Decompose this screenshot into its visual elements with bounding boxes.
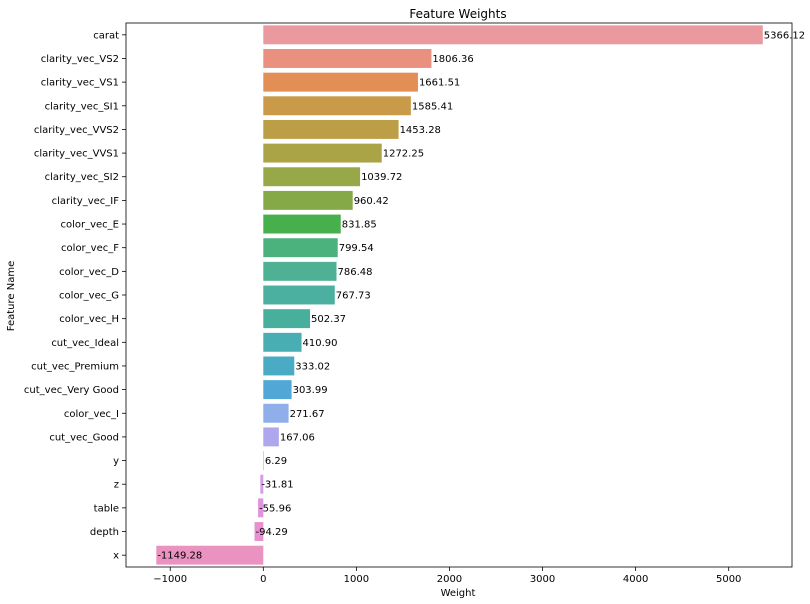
x-tick-label: 5000 — [716, 574, 741, 585]
bar — [263, 119, 399, 139]
bar — [263, 72, 418, 92]
data-label: 960.42 — [354, 196, 389, 207]
category-label: cut_vec_Very Good — [24, 385, 119, 396]
bar — [263, 309, 311, 329]
category-label: clarity_vec_SI2 — [45, 172, 119, 183]
bar — [263, 261, 337, 281]
bar — [263, 451, 264, 471]
category-label: clarity_vec_SI1 — [45, 101, 119, 112]
category-label: color_vec_G — [59, 291, 119, 302]
bar — [263, 332, 302, 352]
category-label: table — [94, 503, 119, 514]
data-label: 1272.25 — [383, 149, 424, 160]
data-label: 6.29 — [265, 456, 287, 467]
category-label: clarity_vec_VVS1 — [34, 149, 119, 160]
data-label: 1039.72 — [361, 172, 402, 183]
bar — [263, 49, 432, 68]
x-tick-label: 3000 — [530, 574, 555, 585]
plot-frame — [125, 22, 793, 568]
data-label: 786.48 — [338, 267, 373, 278]
data-label: 502.37 — [311, 314, 346, 325]
data-label: 799.54 — [339, 243, 374, 254]
x-tick-label: −1000 — [153, 574, 187, 585]
x-tick-label: 0 — [260, 574, 266, 585]
data-label: 167.06 — [280, 432, 315, 443]
data-label: 410.90 — [303, 338, 338, 349]
category-label: color_vec_D — [59, 267, 119, 278]
data-label: -55.96 — [259, 503, 291, 514]
bar — [258, 498, 264, 518]
bar — [263, 238, 338, 258]
data-label: 1661.51 — [419, 78, 460, 89]
category-label: cut_vec_Premium — [31, 361, 119, 372]
data-label: -31.81 — [261, 480, 293, 491]
category-label: clarity_vec_VS2 — [41, 54, 119, 65]
data-label: -94.29 — [256, 527, 288, 538]
category-label: carat — [93, 30, 119, 41]
category-label: cut_vec_Ideal — [51, 338, 119, 349]
data-label: 5366.12 — [764, 30, 805, 41]
data-label: 333.02 — [295, 361, 330, 372]
bar — [263, 285, 335, 305]
bar — [254, 522, 264, 541]
category-label: color_vec_H — [59, 314, 119, 325]
bar — [263, 380, 292, 400]
category-label: color_vec_I — [64, 409, 119, 420]
y-axis-title: Feature Name — [6, 261, 17, 331]
bar — [263, 214, 341, 234]
category-label: x — [113, 551, 119, 562]
data-label: 1806.36 — [432, 54, 473, 65]
category-label: clarity_vec_VVS2 — [34, 125, 119, 136]
category-label: y — [113, 456, 119, 467]
data-label: 271.67 — [290, 409, 325, 420]
bar — [263, 96, 411, 116]
x-tick-label: 1000 — [344, 574, 369, 585]
bar — [156, 545, 264, 565]
bar — [263, 167, 361, 187]
category-label: color_vec_E — [60, 220, 119, 231]
bar — [263, 143, 382, 163]
data-label: 303.99 — [293, 385, 328, 396]
data-label: 1453.28 — [400, 125, 441, 136]
bar — [263, 190, 353, 210]
category-label: depth — [90, 527, 119, 538]
category-label: cut_vec_Good — [49, 432, 119, 443]
bar — [263, 356, 295, 376]
bar — [260, 474, 264, 494]
data-label: 1585.41 — [412, 101, 453, 112]
category-label: clarity_vec_IF — [52, 196, 120, 207]
x-axis-title: Weight — [441, 588, 476, 599]
category-label: z — [114, 480, 119, 491]
data-label: 831.85 — [342, 220, 377, 231]
bar — [263, 25, 763, 45]
bar — [263, 427, 279, 447]
plot-area: carat 5366.12 clarity_vec_VS2 1806.36 clarit… — [24, 25, 805, 585]
category-label: clarity_vec_VS1 — [41, 78, 119, 89]
chart-title: Feature Weights — [409, 7, 506, 21]
category-label: color_vec_F — [61, 243, 119, 254]
data-label: -1149.28 — [157, 551, 202, 562]
x-tick-label: 2000 — [437, 574, 462, 585]
x-tick-label: 4000 — [623, 574, 648, 585]
data-label: 767.73 — [336, 291, 371, 302]
bar — [263, 403, 289, 423]
